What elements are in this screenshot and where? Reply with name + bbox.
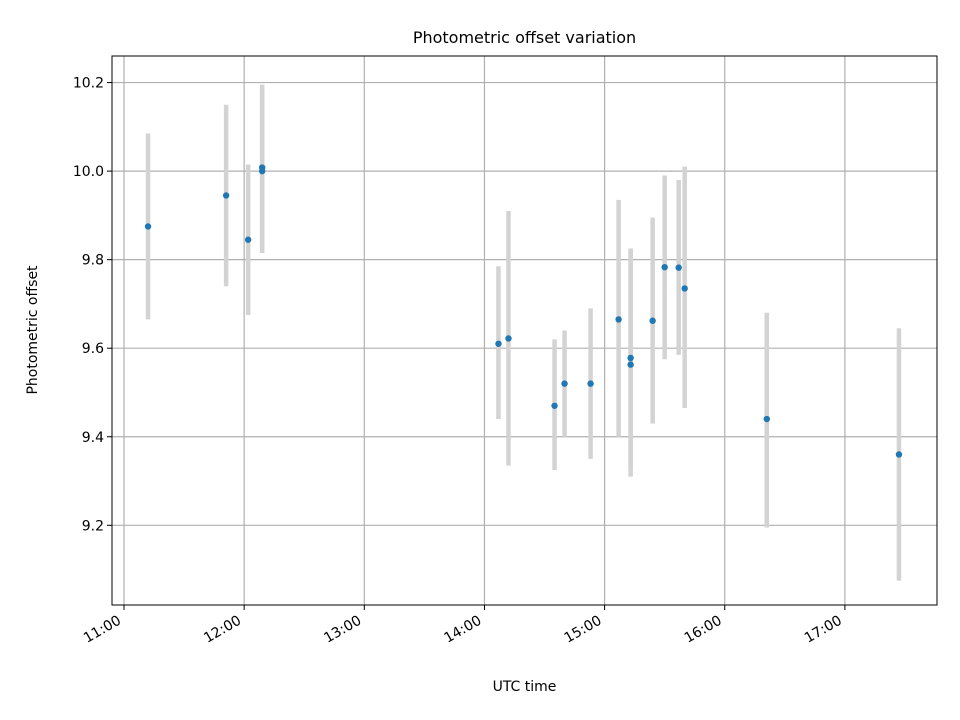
- data-point: [258, 164, 266, 171]
- data-point: [551, 402, 558, 409]
- y-tick-label: 10.0: [73, 164, 104, 180]
- y-axis-label: Photometric offset: [25, 265, 41, 395]
- y-tick-label: 9.4: [82, 430, 104, 446]
- data-point: [649, 317, 656, 324]
- data-point: [561, 380, 568, 387]
- x-axis-label: UTC time: [493, 679, 557, 695]
- data-point: [763, 415, 770, 423]
- data-point: [681, 285, 688, 292]
- data-points: [144, 164, 903, 458]
- y-tick-label: 9.6: [82, 341, 104, 357]
- data-point: [244, 236, 252, 243]
- y-tick-label: 9.8: [82, 253, 104, 269]
- plot-frame: [111, 55, 938, 606]
- y-tick-label: 10.2: [73, 76, 104, 92]
- data-point: [627, 361, 634, 368]
- chart-title: Photometric offset variation: [413, 28, 636, 47]
- data-point: [144, 223, 152, 230]
- data-point: [895, 451, 903, 458]
- data-point: [222, 192, 230, 199]
- data-point: [627, 354, 634, 362]
- data-point: [615, 316, 622, 323]
- data-point: [495, 340, 502, 347]
- data-point: [587, 380, 594, 387]
- data-point: [661, 263, 668, 271]
- data-point: [675, 264, 682, 271]
- data-point: [505, 335, 512, 342]
- y-tick-label: 9.2: [82, 518, 104, 534]
